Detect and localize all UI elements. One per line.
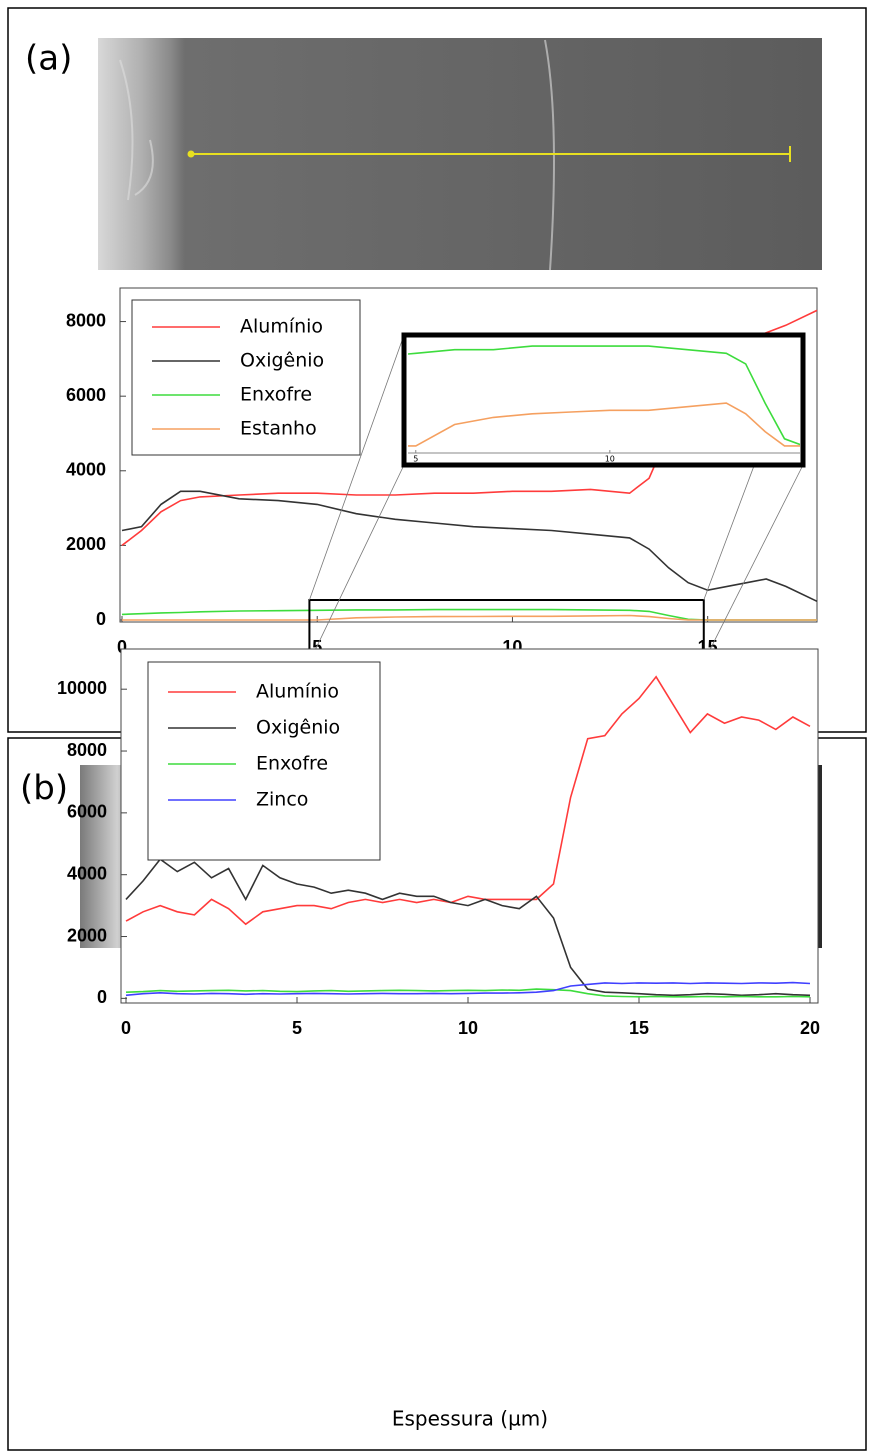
scan-start: [187, 150, 195, 158]
y-tick-label: 2000: [66, 534, 106, 554]
series-line: [121, 490, 818, 603]
panel-label: (b): [20, 769, 68, 809]
zoom-connector: [309, 334, 405, 601]
legend-label: Alumínio: [256, 681, 339, 703]
inset-tick-label: 10: [605, 455, 615, 464]
series-line: [125, 988, 811, 998]
y-tick-label: 6000: [67, 802, 107, 822]
legend-label: Alumínio: [240, 316, 323, 338]
series-line: [125, 675, 811, 926]
x-tick-label: 5: [292, 1018, 302, 1038]
y-tick-label: 4000: [66, 460, 106, 480]
x-tick-label: 0: [121, 1018, 131, 1038]
sem-texture: [119, 39, 555, 271]
legend-label: Estanho: [240, 418, 317, 440]
zoom-connector: [703, 464, 804, 663]
legend-label: Zinco: [256, 789, 308, 811]
x-tick-label: 20: [800, 1018, 820, 1038]
series-line: [125, 981, 811, 997]
y-tick-label: 4000: [67, 863, 107, 883]
x-tick-label: 10: [458, 1018, 478, 1038]
inset-frame: [401, 332, 806, 468]
series-line: [125, 858, 811, 997]
series-line: [408, 402, 800, 447]
legend-box: [147, 661, 381, 861]
y-tick-label: 2000: [67, 925, 107, 945]
x-axis-label: Espessura (µm): [392, 1407, 548, 1431]
y-tick-label: 10000: [57, 678, 107, 698]
y-tick-label: 8000: [67, 740, 107, 760]
panel-label: (a): [25, 39, 72, 79]
inset-tick-label: 5: [413, 455, 418, 464]
legend-label: Oxigênio: [240, 350, 324, 372]
inset-plot: [408, 345, 800, 447]
zoom-connector: [309, 464, 405, 663]
series-line: [408, 345, 800, 446]
y-tick-label: 6000: [66, 385, 106, 405]
y-tick-label: 0: [96, 609, 106, 629]
x-tick-label: 15: [629, 1018, 649, 1038]
legend-label: Enxofre: [240, 384, 312, 406]
x-tick-label: 5: [312, 637, 322, 657]
x-tick-label: 0: [117, 637, 127, 657]
y-tick-label: 0: [97, 987, 107, 1007]
y-tick-label: 8000: [66, 310, 106, 330]
legend-label: Enxofre: [256, 753, 328, 775]
series-line: [122, 614, 817, 621]
legend-label: Oxigênio: [256, 717, 340, 739]
